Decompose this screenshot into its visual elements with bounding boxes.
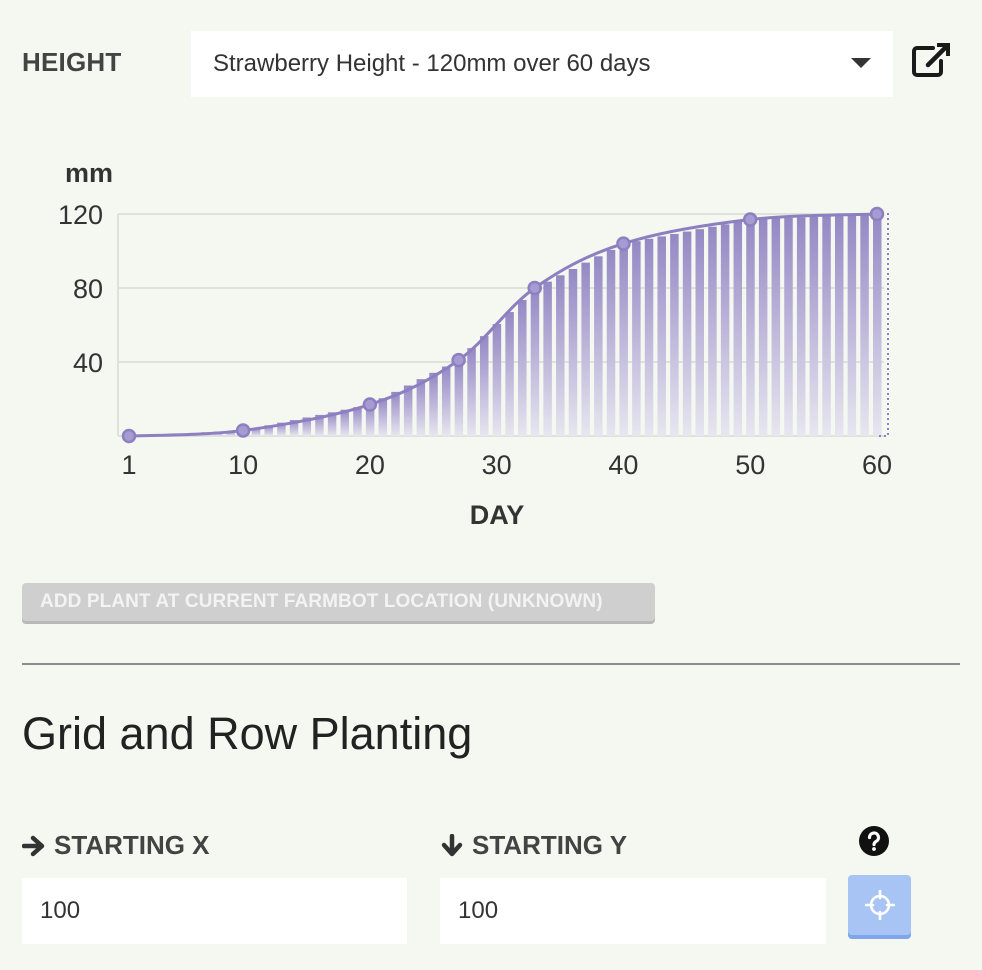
chart-xlabel: DAY (470, 500, 525, 530)
starting-x-text: STARTING X (54, 830, 210, 860)
chart-x-tick-label: 40 (608, 450, 638, 480)
chart-day-bar (416, 379, 426, 436)
chart-day-bar (733, 221, 743, 436)
chart-day-bar (264, 425, 273, 436)
starting-y-label: STARTING Y (440, 830, 627, 861)
starting-x-input[interactable] (22, 878, 407, 944)
chart-day-bar (860, 214, 869, 436)
chart-ticks: 40 80 120 1 10 20 30 40 50 60 (58, 200, 892, 480)
chart-day-bar (543, 281, 552, 436)
chart-day-bar (505, 312, 514, 436)
chart-x-tick-label: 60 (862, 450, 892, 480)
chart-day-bar (758, 218, 768, 436)
chart-points (121, 206, 885, 444)
chart-day-bar (441, 366, 451, 436)
chart-day-bar (302, 417, 311, 436)
chart-day-bar (556, 275, 565, 436)
starting-y-input[interactable] (440, 878, 826, 944)
chart-day-bar (619, 243, 628, 436)
starting-x-label: STARTING X (22, 830, 210, 861)
chart-day-bar (847, 215, 857, 436)
chart-day-bar (796, 217, 806, 436)
chart-x-tick-label: 1 (121, 450, 136, 480)
chart-day-bar (365, 404, 375, 436)
caret-down-icon (851, 58, 871, 68)
chart-day-bar (720, 224, 730, 436)
height-label: HEIGHT (22, 47, 122, 77)
chart-day-bar (606, 249, 616, 436)
chart-day-bar (670, 233, 679, 436)
chart-y-tick-label: 80 (73, 274, 103, 304)
chart-day-bar (340, 409, 350, 436)
chart-day-bar (822, 216, 831, 436)
chart-day-bar (708, 226, 717, 436)
chart-day-bar (632, 241, 641, 436)
chart-day-bar (771, 218, 781, 436)
grid-planting-title: Grid and Row Planting (22, 708, 473, 759)
chart-y-tick-label: 120 (58, 200, 103, 230)
chart-day-bar (530, 288, 540, 436)
chart-day-bar (657, 236, 666, 436)
chart-data-point (869, 206, 885, 222)
chart-day-bar (682, 231, 692, 436)
chart-day-bar (353, 407, 362, 436)
chart-data-point (121, 428, 137, 444)
chart-day-bar (251, 427, 261, 436)
chart-data-point (616, 236, 631, 251)
arrow-down-icon (441, 833, 463, 856)
starting-y-text: STARTING Y (472, 830, 628, 860)
chart-day-bar (644, 238, 654, 436)
chart-day-bar (581, 262, 590, 436)
crosshairs-icon (864, 890, 895, 920)
chart-area-bars (137, 213, 889, 437)
chart-y-tick-label: 40 (73, 348, 103, 378)
chart-day-bar (873, 214, 882, 436)
chart-day-bar (327, 412, 337, 436)
external-link-icon[interactable] (911, 42, 951, 78)
chart-x-tick-label: 30 (482, 450, 512, 480)
chart-data-point (527, 280, 542, 296)
use-current-location-button[interactable] (848, 875, 911, 935)
chart-day-bar (403, 385, 413, 436)
chart-data-point (451, 352, 466, 368)
chart-data-point (742, 212, 758, 227)
curve-select-dropdown[interactable]: Strawberry Height - 120mm over 60 days (191, 31, 893, 97)
chart-day-bar (479, 336, 489, 436)
chart-x-tick-label: 50 (735, 450, 765, 480)
chart-day-bar (315, 414, 324, 436)
chart-day-bar (277, 422, 286, 436)
chart-day-bar (568, 268, 578, 436)
chart-day-bar (746, 219, 755, 436)
chart-day-bar (594, 256, 603, 436)
chart-day-bar (492, 324, 502, 436)
curve-select-value: Strawberry Height - 120mm over 60 days (213, 50, 651, 77)
chart-day-bar (784, 217, 793, 436)
chart-day-bar (391, 391, 400, 436)
chart-day-bar (809, 216, 819, 436)
arrow-right-icon (22, 835, 45, 856)
chart-day-bar (454, 360, 464, 436)
chart-x-tick-label: 10 (228, 450, 258, 480)
chart-x-tick-label: 20 (355, 450, 385, 480)
add-plant-at-location-button[interactable]: ADD PLANT AT CURRENT FARMBOT LOCATION (U… (22, 583, 655, 621)
chart-data-point (235, 423, 251, 438)
chart-day-bar (429, 372, 438, 436)
section-divider (22, 663, 960, 665)
chart-day-bar (518, 300, 527, 436)
chart-day-bar (378, 398, 388, 436)
chart-ylabel: mm (65, 158, 113, 188)
chart-data-point (362, 397, 378, 412)
chart-day-bar (467, 348, 476, 436)
height-chart: mm 40 80 120 1 10 20 30 40 50 60 DAY (58, 158, 892, 530)
chart-day-bar (834, 215, 844, 436)
question-circle-icon[interactable] (859, 826, 889, 856)
chart-day-bar (695, 229, 705, 436)
chart-day-bar (289, 420, 299, 436)
chart-day-bar (226, 431, 235, 436)
